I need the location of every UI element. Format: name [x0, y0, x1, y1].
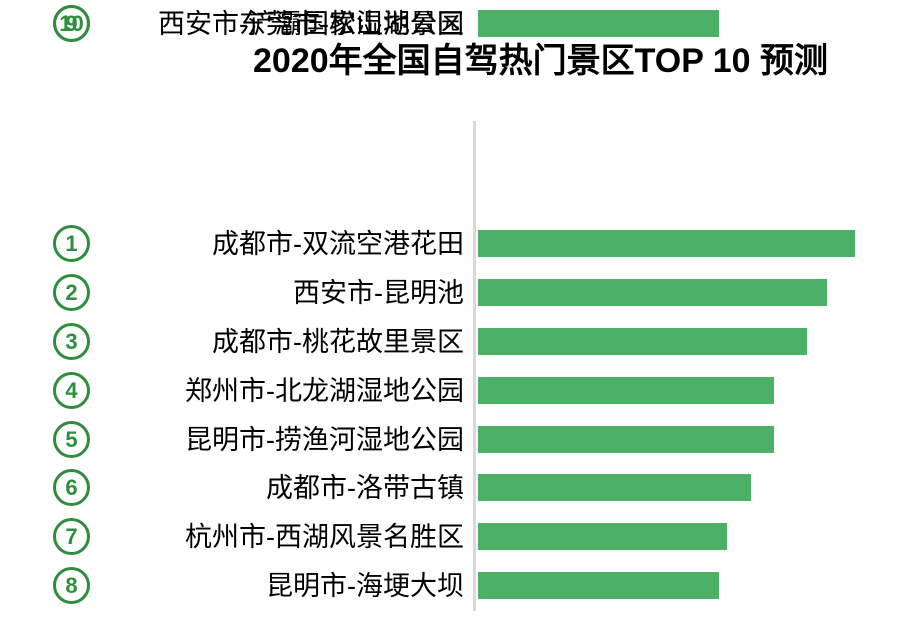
category-label: 成都市-洛带古镇: [266, 473, 464, 503]
bar: [478, 10, 708, 37]
category-label: 成都市-桃花故里景区: [212, 327, 464, 357]
bar: [478, 426, 774, 453]
bar: [478, 230, 855, 257]
chart-row: 1 成都市-双流空港花田: [0, 220, 902, 268]
chart-title: 2020年全国自驾热门景区TOP 10 预测: [253, 42, 829, 80]
rank-number: 10: [59, 10, 84, 36]
bar: [478, 523, 727, 550]
rank-number: 6: [65, 474, 78, 500]
category-label: 昆明市-捞渔河湿地公园: [185, 425, 464, 455]
category-label: 郑州市-北龙湖湿地公园: [185, 376, 464, 406]
rank-badge: 2: [53, 274, 90, 311]
rank-badge: 4: [53, 372, 90, 409]
rank-badge: 5: [53, 421, 90, 458]
rank-number: 2: [65, 279, 78, 305]
category-label: 昆明市-海埂大坝: [266, 571, 464, 601]
category-label: 成都市-双流空港花田: [212, 229, 464, 259]
bar: [478, 279, 827, 306]
rank-badge: 6: [53, 469, 90, 506]
rank-badge: 8: [53, 567, 90, 604]
rank-number: 8: [65, 572, 78, 598]
rank-badge: 7: [53, 518, 90, 555]
rank-badge: 3: [53, 323, 90, 360]
chart-row: 7 杭州市-西湖风景名胜区: [0, 513, 902, 561]
bar: [478, 572, 719, 599]
rank-number: 3: [65, 328, 78, 354]
rank-number: 1: [65, 230, 78, 256]
chart-row: 6 成都市-洛带古镇: [0, 464, 902, 512]
rank-badge: 10: [53, 5, 90, 42]
axis-baseline: [473, 121, 476, 611]
chart-row: 4 郑州市-北龙湖湿地公园: [0, 367, 902, 415]
chart-row: 5 昆明市-捞渔河湿地公园: [0, 416, 902, 464]
rank-number: 5: [65, 426, 78, 452]
bar: [478, 377, 774, 404]
rank-number: 4: [65, 377, 78, 403]
rank-badge: 1: [53, 225, 90, 262]
bar: [478, 474, 751, 501]
bar: [478, 328, 807, 355]
chart-row: 3 成都市-桃花故里景区: [0, 318, 902, 366]
rank-number: 7: [65, 523, 78, 549]
category-label: 东莞市-松山湖景区: [239, 9, 464, 39]
chart-row: 8 昆明市-海埂大坝: [0, 562, 902, 610]
chart-row: 10 东莞市-松山湖景区: [0, 0, 902, 48]
chart-row: 2 西安市-昆明池: [0, 269, 902, 317]
category-label: 杭州市-西湖风景名胜区: [185, 522, 464, 552]
category-label: 西安市-浐灞国家湿地公园: [158, 9, 464, 39]
category-label: 西安市-昆明池: [293, 278, 464, 308]
